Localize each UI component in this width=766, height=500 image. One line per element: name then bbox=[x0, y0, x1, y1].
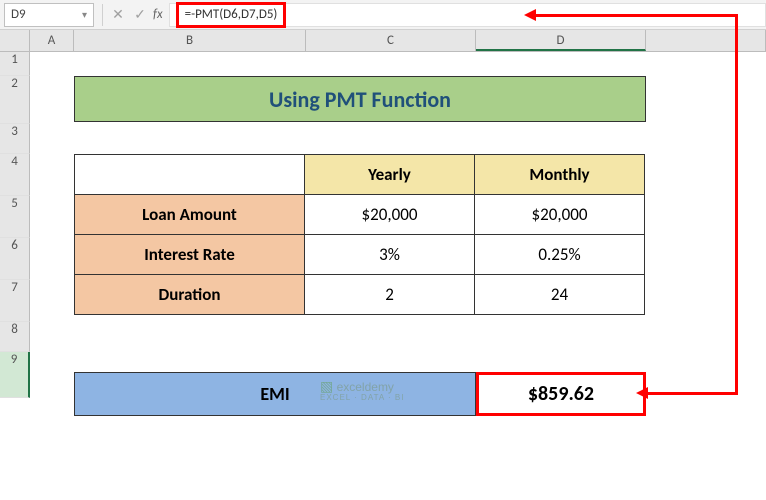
row-header-3[interactable]: 3 bbox=[0, 124, 30, 154]
row-header-5[interactable]: 5 bbox=[0, 196, 30, 238]
name-box[interactable]: D9 ▾ bbox=[4, 3, 94, 27]
callout-arrow-icon bbox=[524, 9, 536, 21]
col-header-D[interactable]: D bbox=[476, 30, 646, 51]
callout-arrow-icon bbox=[636, 387, 648, 399]
col-header-B[interactable]: B bbox=[74, 30, 306, 51]
select-all-corner[interactable] bbox=[0, 30, 30, 51]
cell-C5[interactable]: $20,000 bbox=[305, 195, 475, 235]
row-label-rate[interactable]: Interest Rate bbox=[75, 235, 305, 275]
col-header-rest bbox=[646, 30, 766, 51]
formula-bar: D9 ▾ ✕ ✓ fx =-PMT(D6,D7,D5) bbox=[0, 0, 766, 30]
table-row: Duration 2 24 bbox=[75, 275, 645, 315]
cell-C6[interactable]: 3% bbox=[305, 235, 475, 275]
column-headers: A B C D bbox=[0, 30, 766, 52]
separator bbox=[102, 4, 103, 26]
row-label-loan[interactable]: Loan Amount bbox=[75, 195, 305, 235]
row-header-2[interactable]: 2 bbox=[0, 76, 30, 124]
col-header-C[interactable]: C bbox=[306, 30, 476, 51]
formula-text: =-PMT(D6,D7,D5) bbox=[176, 2, 287, 28]
loan-table: Yearly Monthly Loan Amount $20,000 $20,0… bbox=[74, 154, 645, 315]
row-header-7[interactable]: 7 bbox=[0, 280, 30, 322]
formula-input[interactable]: =-PMT(D6,D7,D5) bbox=[169, 3, 766, 27]
table-row: Loan Amount $20,000 $20,000 bbox=[75, 195, 645, 235]
cell-C7[interactable]: 2 bbox=[305, 275, 475, 315]
emi-row: EMI $859.62 bbox=[74, 372, 646, 416]
col-header-A[interactable]: A bbox=[30, 30, 74, 51]
emi-value-cell[interactable]: $859.62 bbox=[476, 372, 646, 416]
header-monthly[interactable]: Monthly bbox=[475, 155, 645, 195]
emi-label[interactable]: EMI bbox=[74, 372, 476, 416]
header-yearly[interactable]: Yearly bbox=[305, 155, 475, 195]
row-header-9[interactable]: 9 bbox=[0, 352, 30, 398]
cancel-icon[interactable]: ✕ bbox=[107, 6, 129, 23]
enter-icon[interactable]: ✓ bbox=[129, 6, 151, 23]
emi-label-text: EMI bbox=[260, 383, 289, 405]
name-box-dropdown-icon[interactable]: ▾ bbox=[82, 8, 87, 21]
row-label-duration[interactable]: Duration bbox=[75, 275, 305, 315]
table-row: Interest Rate 3% 0.25% bbox=[75, 235, 645, 275]
row-header-1[interactable]: 1 bbox=[0, 52, 30, 76]
title-banner[interactable]: Using PMT Function bbox=[74, 76, 646, 122]
row-header-8[interactable]: 8 bbox=[0, 322, 30, 352]
row-header-4[interactable]: 4 bbox=[0, 154, 30, 196]
row-headers: 1 2 3 4 5 6 7 8 9 bbox=[0, 52, 30, 398]
cell-D5[interactable]: $20,000 bbox=[475, 195, 645, 235]
emi-value: $859.62 bbox=[528, 382, 594, 406]
title-text: Using PMT Function bbox=[269, 86, 451, 113]
row-header-6[interactable]: 6 bbox=[0, 238, 30, 280]
header-blank[interactable] bbox=[75, 155, 305, 195]
cell-D7[interactable]: 24 bbox=[475, 275, 645, 315]
fx-icon[interactable]: fx bbox=[153, 7, 163, 22]
name-box-value: D9 bbox=[11, 7, 26, 22]
table-header-row: Yearly Monthly bbox=[75, 155, 645, 195]
cell-D6[interactable]: 0.25% bbox=[475, 235, 645, 275]
